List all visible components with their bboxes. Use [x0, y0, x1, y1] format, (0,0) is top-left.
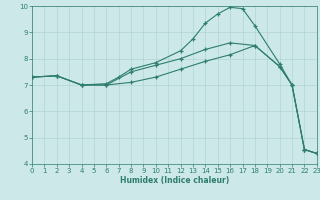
X-axis label: Humidex (Indice chaleur): Humidex (Indice chaleur) [120, 176, 229, 185]
